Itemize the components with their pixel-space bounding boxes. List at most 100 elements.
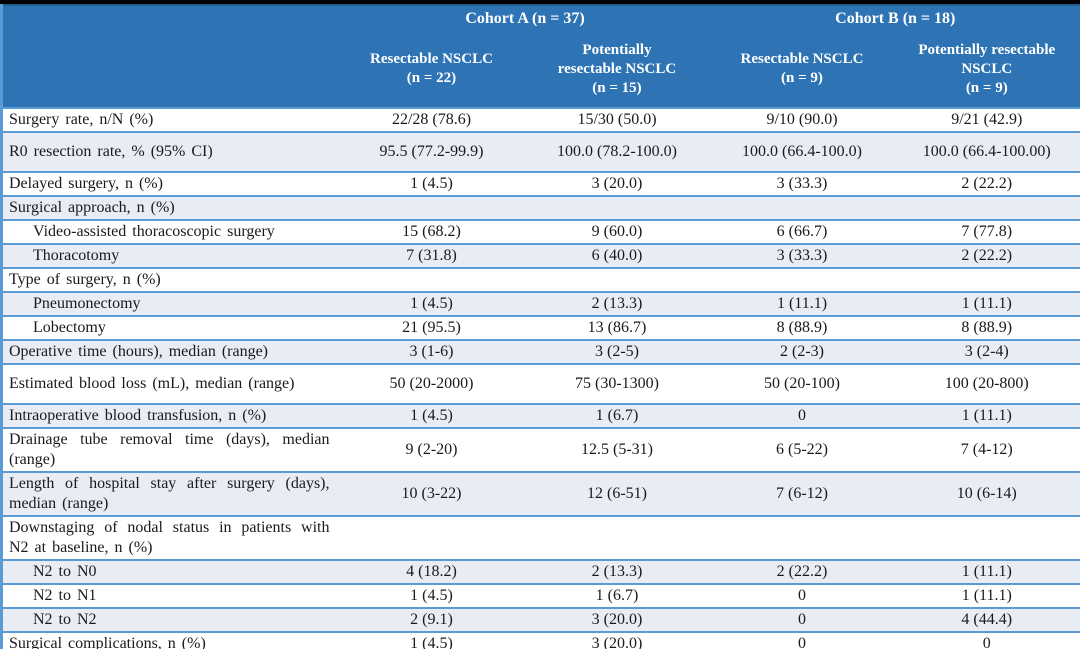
row-label: Surgical complications, n (%)	[1, 631, 340, 649]
cohort-a-header: Cohort A (n = 37)	[339, 5, 711, 31]
cell-value: 9 (60.0)	[523, 219, 711, 244]
cell-value: 1 (4.5)	[339, 171, 524, 196]
cell-value	[893, 195, 1080, 220]
table-body: Surgery rate, n/N (%) 22/28 (78.6) 15/30 (…	[1, 107, 1080, 649]
surgical-outcomes-table: Cohort A (n = 37) Cohort B (n = 18) Rese…	[0, 4, 1080, 649]
cell-value	[339, 195, 524, 220]
cell-value	[893, 267, 1080, 292]
table-row: N2 to N2 2 (9.1) 3 (20.0) 0 4 (44.4)	[1, 607, 1080, 632]
cell-value: 1 (6.7)	[523, 403, 711, 428]
cell-value: 1 (6.7)	[523, 583, 711, 608]
cell-value: 9/10 (90.0)	[710, 107, 894, 132]
cell-value: 50 (20-2000)	[339, 363, 524, 404]
cell-value: 4 (44.4)	[893, 607, 1080, 632]
table-row: Operative time (hours), median (range) 3 …	[1, 339, 1080, 364]
row-label: Length of hospital stay after surgery (d…	[1, 471, 340, 516]
row-label: Video-assisted thoracoscopic surgery	[1, 219, 340, 244]
cell-value: 1 (11.1)	[893, 403, 1080, 428]
cell-value: 12 (6-51)	[523, 471, 711, 516]
cell-value: 0	[710, 607, 894, 632]
row-label: Surgery rate, n/N (%)	[1, 107, 340, 132]
cell-value: 3 (2-4)	[893, 339, 1080, 364]
table-row: N2 to N1 1 (4.5) 1 (6.7) 0 1 (11.1)	[1, 583, 1080, 608]
row-label: Lobectomy	[1, 315, 340, 340]
cell-value: 1 (11.1)	[710, 291, 894, 316]
cohort-header-row: Cohort A (n = 37) Cohort B (n = 18)	[1, 5, 1080, 108]
cell-value: 100.0 (66.4-100.0)	[710, 131, 894, 172]
cell-value	[710, 267, 894, 292]
cell-value: 10 (3-22)	[339, 471, 524, 516]
table-row: Video-assisted thoracoscopic surgery 15 (…	[1, 219, 1080, 244]
table-row: Delayed surgery, n (%) 1 (4.5) 3 (20.0) 3 (…	[1, 171, 1080, 196]
cell-value: 0	[710, 583, 894, 608]
table-row: Length of hospital stay after surgery (d…	[1, 471, 1080, 516]
cell-value: 0	[710, 631, 894, 649]
cell-value: 9 (2-20)	[339, 427, 524, 472]
cell-value: 1 (11.1)	[893, 559, 1080, 584]
row-label: Delayed surgery, n (%)	[1, 171, 340, 196]
col-header-cohort-a-potentially-resectable: Potentially resectable NSCLC (n = 15)	[523, 31, 711, 108]
cell-value: 2 (22.2)	[893, 171, 1080, 196]
subcolumn-header-row: Resectable NSCLC (n = 22) Potentially re…	[2, 31, 1080, 108]
cell-value: 6 (40.0)	[523, 243, 711, 268]
cell-value: 2 (13.3)	[523, 559, 711, 584]
col-header-cohort-b-potentially-resectable: Potentially resectable NSCLC (n = 9)	[893, 31, 1080, 108]
cell-value: 1 (4.5)	[339, 291, 524, 316]
cell-value: 2 (9.1)	[339, 607, 524, 632]
cell-value: 8 (88.9)	[710, 315, 894, 340]
cell-value: 8 (88.9)	[893, 315, 1080, 340]
cell-value: 9/21 (42.9)	[893, 107, 1080, 132]
row-label: Estimated blood loss (mL), median (range…	[1, 363, 340, 404]
cell-value	[523, 267, 711, 292]
cell-value: 3 (33.3)	[710, 243, 894, 268]
cell-value: 21 (95.5)	[339, 315, 524, 340]
cell-value: 1 (11.1)	[893, 291, 1080, 316]
cell-value: 1 (11.1)	[893, 583, 1080, 608]
cell-value	[523, 195, 711, 220]
row-label: Drainage tube removal time (days), media…	[1, 427, 340, 472]
row-label: Thoracotomy	[1, 243, 340, 268]
cell-value: 2 (2-3)	[710, 339, 894, 364]
cell-value: 2 (22.2)	[710, 559, 894, 584]
cell-value: 13 (86.7)	[523, 315, 711, 340]
cell-value: 0	[710, 403, 894, 428]
cell-value: 0	[893, 631, 1080, 649]
cell-value: 7 (6-12)	[710, 471, 894, 516]
row-label: Downstaging of nodal status in patients …	[1, 515, 340, 560]
row-label: Operative time (hours), median (range)	[1, 339, 340, 364]
cell-value	[893, 515, 1080, 560]
table-row: R0 resection rate, % (95% CI) 95.5 (77.2-…	[1, 131, 1080, 172]
table-row: Type of surgery, n (%)	[1, 267, 1080, 292]
cell-value	[710, 515, 894, 560]
cell-value: 6 (5-22)	[710, 427, 894, 472]
col-header-cohort-b-resectable: Resectable NSCLC (n = 9)	[710, 31, 894, 108]
cell-value	[339, 515, 524, 560]
table-row: Estimated blood loss (mL), median (range…	[1, 363, 1080, 404]
table-header: Cohort A (n = 37) Cohort B (n = 18) Rese…	[1, 5, 1080, 108]
cell-value: 50 (20-100)	[710, 363, 894, 404]
cell-value: 3 (1-6)	[339, 339, 524, 364]
cell-value	[523, 515, 711, 560]
header-empty-cell	[1, 5, 340, 108]
cell-value: 1 (4.5)	[339, 583, 524, 608]
cell-value: 7 (77.8)	[893, 219, 1080, 244]
top-black-bar	[0, 0, 1080, 4]
row-label: Pneumonectomy	[1, 291, 340, 316]
row-label: Type of surgery, n (%)	[1, 267, 340, 292]
cell-value: 3 (2-5)	[523, 339, 711, 364]
table-row: Lobectomy 21 (95.5) 13 (86.7) 8 (88.9) 8 (88…	[1, 315, 1080, 340]
cell-value: 3 (20.0)	[523, 631, 711, 649]
col-header-cohort-a-resectable: Resectable NSCLC (n = 22)	[339, 31, 524, 108]
row-label: Surgical approach, n (%)	[1, 195, 340, 220]
cell-value: 12.5 (5-31)	[523, 427, 711, 472]
cell-value: 7 (31.8)	[339, 243, 524, 268]
table-row: Surgical approach, n (%)	[1, 195, 1080, 220]
table-row: Pneumonectomy 1 (4.5) 2 (13.3) 1 (11.1) 1 (1…	[1, 291, 1080, 316]
row-label: N2 to N2	[1, 607, 340, 632]
cell-value: 7 (4-12)	[893, 427, 1080, 472]
cell-value: 100 (20-800)	[893, 363, 1080, 404]
cell-value: 15/30 (50.0)	[523, 107, 711, 132]
table-row: Drainage tube removal time (days), media…	[1, 427, 1080, 472]
cell-value: 2 (22.2)	[893, 243, 1080, 268]
